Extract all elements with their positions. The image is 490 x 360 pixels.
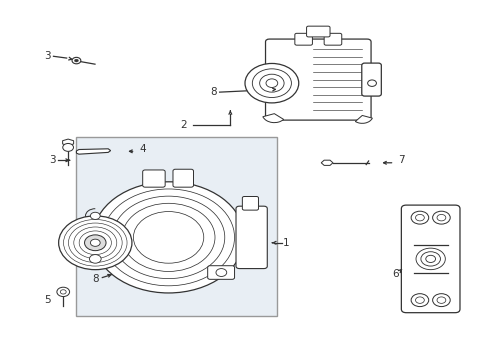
Polygon shape: [321, 160, 333, 165]
Text: 3: 3: [44, 51, 50, 61]
FancyBboxPatch shape: [208, 266, 235, 279]
FancyBboxPatch shape: [295, 33, 313, 45]
FancyBboxPatch shape: [401, 205, 460, 313]
FancyBboxPatch shape: [243, 197, 259, 210]
Circle shape: [63, 143, 74, 151]
Text: 3: 3: [49, 155, 55, 165]
Circle shape: [72, 57, 81, 64]
Polygon shape: [76, 149, 111, 154]
Circle shape: [59, 216, 132, 270]
FancyBboxPatch shape: [143, 170, 165, 187]
Circle shape: [368, 80, 376, 86]
Text: 8: 8: [210, 87, 217, 97]
Circle shape: [85, 235, 106, 251]
Circle shape: [57, 287, 70, 297]
Circle shape: [416, 215, 424, 221]
Circle shape: [433, 211, 450, 224]
Circle shape: [416, 248, 445, 270]
Polygon shape: [63, 139, 74, 145]
Circle shape: [90, 239, 100, 246]
Circle shape: [411, 211, 429, 224]
Text: 8: 8: [93, 274, 99, 284]
Circle shape: [90, 212, 100, 220]
Bar: [76, 137, 277, 316]
Text: 2: 2: [181, 121, 187, 130]
Circle shape: [216, 269, 227, 276]
Text: 6: 6: [392, 269, 399, 279]
Circle shape: [60, 290, 66, 294]
FancyBboxPatch shape: [266, 39, 371, 120]
Circle shape: [411, 294, 429, 307]
FancyBboxPatch shape: [84, 244, 106, 266]
FancyBboxPatch shape: [324, 33, 342, 45]
Circle shape: [433, 294, 450, 307]
Text: 1: 1: [283, 238, 290, 248]
Circle shape: [93, 182, 245, 293]
Circle shape: [245, 63, 299, 103]
FancyBboxPatch shape: [173, 169, 194, 187]
FancyBboxPatch shape: [362, 63, 381, 96]
Circle shape: [90, 255, 101, 263]
FancyBboxPatch shape: [236, 206, 267, 269]
Text: 4: 4: [139, 144, 146, 154]
Circle shape: [426, 255, 436, 262]
Circle shape: [437, 215, 446, 221]
Wedge shape: [263, 114, 284, 123]
Circle shape: [74, 59, 78, 62]
Circle shape: [437, 297, 446, 303]
FancyBboxPatch shape: [307, 26, 330, 37]
Circle shape: [421, 252, 441, 266]
Text: 7: 7: [398, 155, 405, 165]
Circle shape: [416, 297, 424, 303]
Text: 5: 5: [44, 295, 50, 305]
Wedge shape: [355, 116, 372, 123]
FancyBboxPatch shape: [256, 67, 273, 92]
